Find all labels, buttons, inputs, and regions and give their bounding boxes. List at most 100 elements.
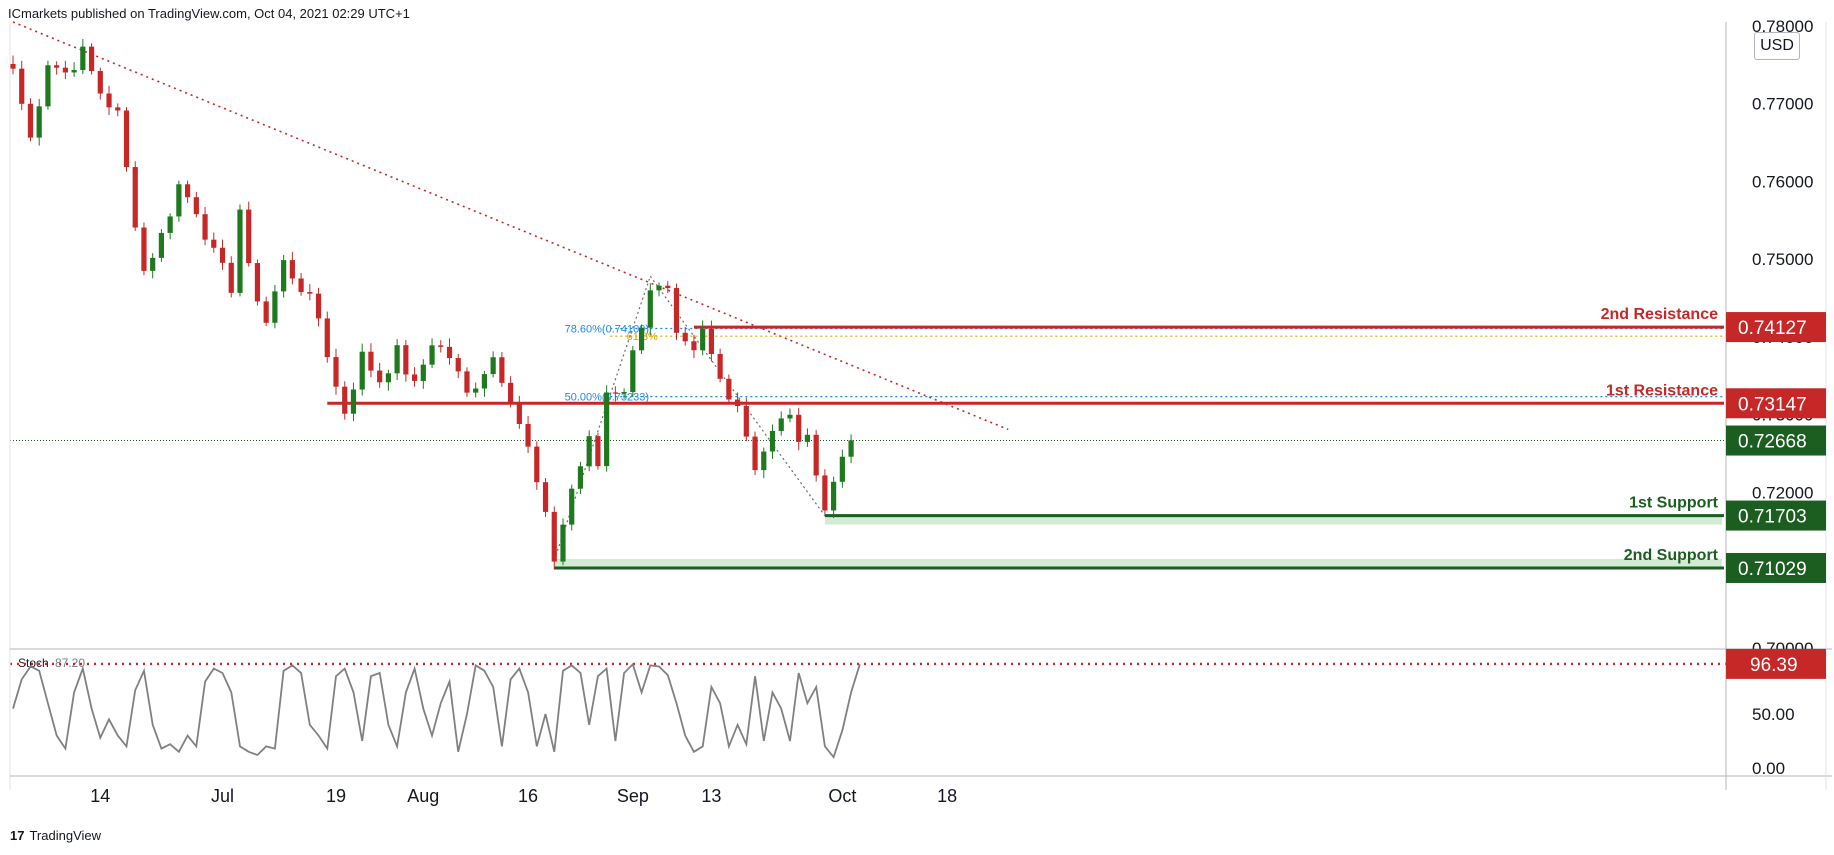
candle-body (123, 110, 130, 168)
candle-body (62, 67, 68, 73)
candle-body (778, 418, 784, 431)
candle-body (167, 216, 173, 233)
candle-body (10, 63, 16, 69)
level-price-label: 0.71029 (1738, 559, 1807, 580)
candle-body (473, 388, 479, 393)
candle-body (848, 440, 854, 457)
fib-level-label: 78.60%(0.74109) (565, 323, 649, 335)
time-tick-label: Oct (828, 786, 856, 806)
candle-body (438, 345, 444, 347)
candle-body (19, 68, 25, 104)
publisher-line: ICmarkets published on TradingView.com, … (8, 6, 410, 21)
candle-body (368, 351, 374, 371)
candle-body (446, 346, 453, 359)
candle-body (54, 65, 60, 68)
stoch-tick-label: 50.00 (1752, 705, 1795, 724)
candle-body (219, 247, 226, 263)
stoch-tick-label: 0.00 (1752, 759, 1785, 778)
tradingview-footer: 17 TradingView (10, 828, 101, 843)
candle-body (202, 214, 208, 240)
level-name: 2nd Resistance (1601, 306, 1718, 323)
candle-body (141, 227, 147, 271)
candle-body (665, 285, 671, 289)
level-price-tag (1726, 388, 1826, 419)
candle-body (211, 239, 217, 248)
candle-body (752, 436, 758, 471)
candle-body (656, 285, 662, 291)
candle-body (27, 103, 34, 138)
candle-body (333, 357, 339, 387)
candle-body (516, 403, 522, 424)
last-price-label: 0.72668 (1738, 432, 1807, 453)
candle-body (359, 351, 365, 390)
candle-body (324, 318, 330, 358)
level-name: 2nd Support (1624, 547, 1719, 564)
candle-body (115, 107, 121, 111)
time-tick-label: 14 (90, 786, 110, 806)
candle-body (88, 46, 95, 72)
price-pane: 78.60%(0.74109)61.8%50.00%(0.73233)2nd R… (10, 21, 1726, 570)
tradingview-logo-icon: 17 (10, 828, 25, 843)
candle-body (307, 292, 313, 294)
candle-body (577, 466, 584, 489)
support-zone (824, 515, 1722, 525)
time-tick-label: 16 (518, 786, 538, 806)
level-name: 1st Resistance (1606, 382, 1718, 399)
brand-name: TradingView (29, 828, 102, 843)
candle-body (734, 399, 741, 407)
candle-body (595, 436, 601, 467)
time-tick-label: 18 (937, 786, 957, 806)
stoch-params: 87.20 (55, 656, 85, 670)
stoch-value-label: 96.39 (1750, 655, 1798, 676)
candle-body (787, 414, 793, 419)
candle-body (586, 436, 592, 467)
candle-body (796, 414, 802, 442)
candle-body (839, 456, 845, 482)
candle-body (630, 350, 636, 392)
candle-body (822, 475, 828, 511)
candle-body (569, 488, 575, 525)
last-price-tag (1726, 425, 1826, 456)
candle-body (420, 364, 426, 381)
price-tick-label: 0.75000 (1752, 250, 1813, 269)
candle-body (394, 345, 400, 374)
candle-body (804, 434, 811, 442)
candle-body (429, 345, 435, 365)
candle-body (237, 209, 243, 293)
candle-body (158, 232, 165, 258)
candle-body (708, 328, 714, 354)
candle-body (481, 374, 488, 389)
candle-body (638, 327, 645, 351)
candle-body (411, 374, 418, 381)
candle-body (80, 46, 86, 71)
pattern-line (553, 276, 651, 561)
candle-body (813, 434, 819, 476)
candle-body (551, 511, 557, 562)
candle-body (621, 391, 627, 394)
time-tick-label: 19 (326, 786, 346, 806)
stoch-line (12, 662, 861, 760)
candle-body (831, 481, 837, 511)
time-tick-label: Sep (617, 786, 649, 806)
price-tick-label: 0.77000 (1752, 95, 1813, 114)
candle-body (700, 328, 706, 351)
currency-selector[interactable]: USD (1754, 32, 1800, 60)
level-price-tag (1726, 552, 1826, 583)
time-tick-label: 13 (701, 786, 721, 806)
candle-body (761, 451, 767, 471)
candle-body (490, 357, 496, 375)
pattern-line (649, 275, 826, 517)
candle-body (106, 93, 112, 108)
stoch-value-tag (1726, 648, 1826, 679)
level-price-label: 0.74127 (1738, 318, 1807, 339)
stochastic-pane: Stoch 87.20 (10, 656, 1726, 760)
level-price-label: 0.73147 (1738, 394, 1807, 415)
candle-body (176, 184, 182, 217)
candle-body (560, 524, 566, 562)
candle-body (281, 260, 287, 292)
price-tick-label: 0.78000 (1752, 17, 1813, 36)
candle-body (743, 406, 749, 437)
candle-body (289, 260, 295, 279)
support-zone (554, 558, 1722, 568)
